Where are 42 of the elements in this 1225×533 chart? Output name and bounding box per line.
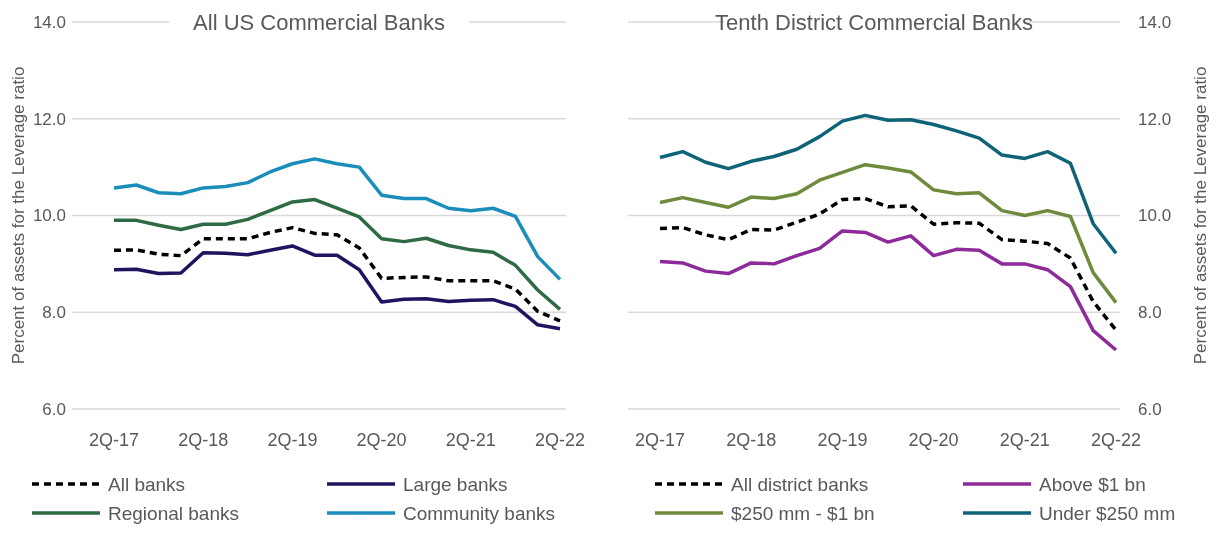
y-tick-label: 6.0: [42, 399, 66, 419]
x-tick-label: 2Q-22: [1090, 430, 1142, 451]
legend-label: Under $250 mm: [1039, 502, 1176, 524]
legend-label: Community banks: [403, 502, 556, 524]
x-tick-label: 2Q-18: [726, 430, 777, 451]
line-series: [112, 244, 562, 331]
line-series: [112, 157, 562, 282]
y-tick-label: 14.0: [32, 12, 66, 32]
x-tick-label: 2Q-19: [817, 430, 868, 451]
chart-title: All US Commercial Banks: [193, 9, 445, 35]
line-series: [112, 197, 562, 312]
y-tick-label: 12.0: [1138, 109, 1172, 129]
y-axis-title: Percent of assets for the Leverage ratio: [8, 66, 28, 365]
line-series: [658, 162, 1118, 305]
y-axis-title: Percent of assets for the Leverage ratio: [1191, 66, 1211, 365]
y-tick-label: 8.0: [1138, 303, 1162, 323]
y-tick-label: 10.0: [1138, 206, 1172, 226]
y-tick-label: 14.0: [1138, 12, 1172, 32]
legend-label: Regional banks: [108, 502, 239, 524]
x-tick-label: 2Q-20: [356, 430, 407, 451]
line-series: [658, 229, 1118, 352]
legend-label: $250 mm - $1 bn: [731, 502, 875, 524]
x-tick-label: 2Q-18: [178, 430, 229, 451]
line-series: [112, 225, 562, 323]
chart-title: Tenth District Commercial Banks: [715, 9, 1033, 35]
line-series: [658, 196, 1118, 332]
y-tick-label: 8.0: [42, 303, 66, 323]
x-tick-label: 2Q-19: [267, 430, 318, 451]
y-tick-label: 12.0: [32, 109, 66, 129]
legend-label: All banks: [108, 473, 186, 495]
x-tick-label: 2Q-21: [999, 430, 1050, 451]
y-tick-label: 6.0: [1138, 399, 1162, 419]
legend-label: Large banks: [403, 473, 508, 495]
x-tick-label: 2Q-22: [534, 430, 586, 451]
x-tick-label: 2Q-17: [88, 430, 140, 451]
y-tick-label: 10.0: [32, 206, 66, 226]
line-series: [658, 113, 1118, 255]
legend-label: All district banks: [731, 473, 869, 495]
x-tick-label: 2Q-20: [908, 430, 959, 451]
x-tick-label: 2Q-21: [445, 430, 496, 451]
legend-label: Above $1 bn: [1039, 473, 1146, 495]
x-tick-label: 2Q-17: [634, 430, 686, 451]
